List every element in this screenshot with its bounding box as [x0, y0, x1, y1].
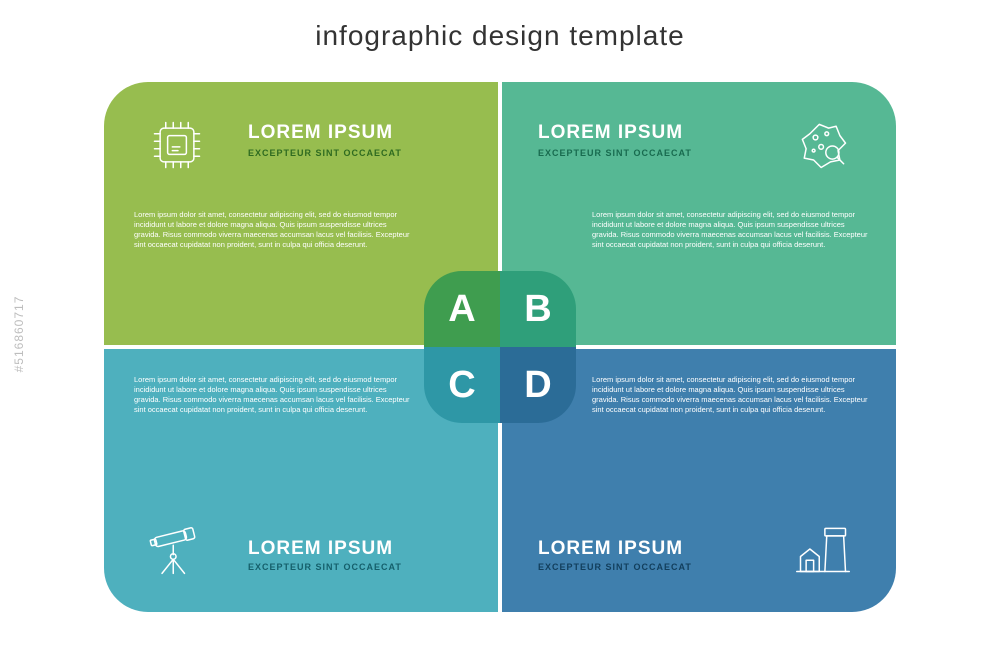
cell-a: LOREM IPSUM EXCEPTEUR SINT OCCAECAT Lore… — [104, 82, 498, 345]
letter-badge-d: D — [500, 347, 576, 423]
cell-a-body: Lorem ipsum dolor sit amet, consectetur … — [134, 210, 410, 251]
cell-a-heading: LOREM IPSUM — [248, 122, 393, 144]
cell-a-subhead: EXCEPTEUR SINT OCCAECAT — [248, 148, 402, 158]
cell-c-body: Lorem ipsum dolor sit amet, consectetur … — [134, 375, 410, 416]
letter-c: C — [448, 364, 475, 407]
letter-badge-b: B — [500, 271, 576, 347]
cell-b-heading: LOREM IPSUM — [538, 122, 683, 144]
telescope-icon — [140, 512, 214, 586]
cell-b-body: Lorem ipsum dolor sit amet, consectetur … — [592, 210, 868, 251]
letter-d: D — [524, 364, 551, 407]
infographic-grid: LOREM IPSUM EXCEPTEUR SINT OCCAECAT Lore… — [104, 82, 896, 612]
letter-a: A — [448, 288, 475, 331]
cell-d-heading: LOREM IPSUM — [538, 538, 683, 560]
chip-icon — [140, 108, 214, 182]
cell-c: LOREM IPSUM EXCEPTEUR SINT OCCAECAT Lore… — [104, 349, 498, 612]
cell-d-subhead: EXCEPTEUR SINT OCCAECAT — [538, 562, 692, 572]
cell-b-subhead: EXCEPTEUR SINT OCCAECAT — [538, 148, 692, 158]
cell-c-heading: LOREM IPSUM — [248, 538, 393, 560]
letter-b: B — [524, 288, 551, 331]
page-title: infographic design template — [0, 20, 1000, 52]
letter-badge-a: A — [424, 271, 500, 347]
cell-d-body: Lorem ipsum dolor sit amet, consectetur … — [592, 375, 868, 416]
bacteria-icon — [786, 108, 860, 182]
cell-b: LOREM IPSUM EXCEPTEUR SINT OCCAECAT Lore… — [502, 82, 896, 345]
cell-d: LOREM IPSUM EXCEPTEUR SINT OCCAECAT Lore… — [502, 349, 896, 612]
powerplant-icon — [786, 512, 860, 586]
letter-badge-c: C — [424, 347, 500, 423]
watermark: #516860717 — [12, 295, 26, 372]
cell-c-subhead: EXCEPTEUR SINT OCCAECAT — [248, 562, 402, 572]
